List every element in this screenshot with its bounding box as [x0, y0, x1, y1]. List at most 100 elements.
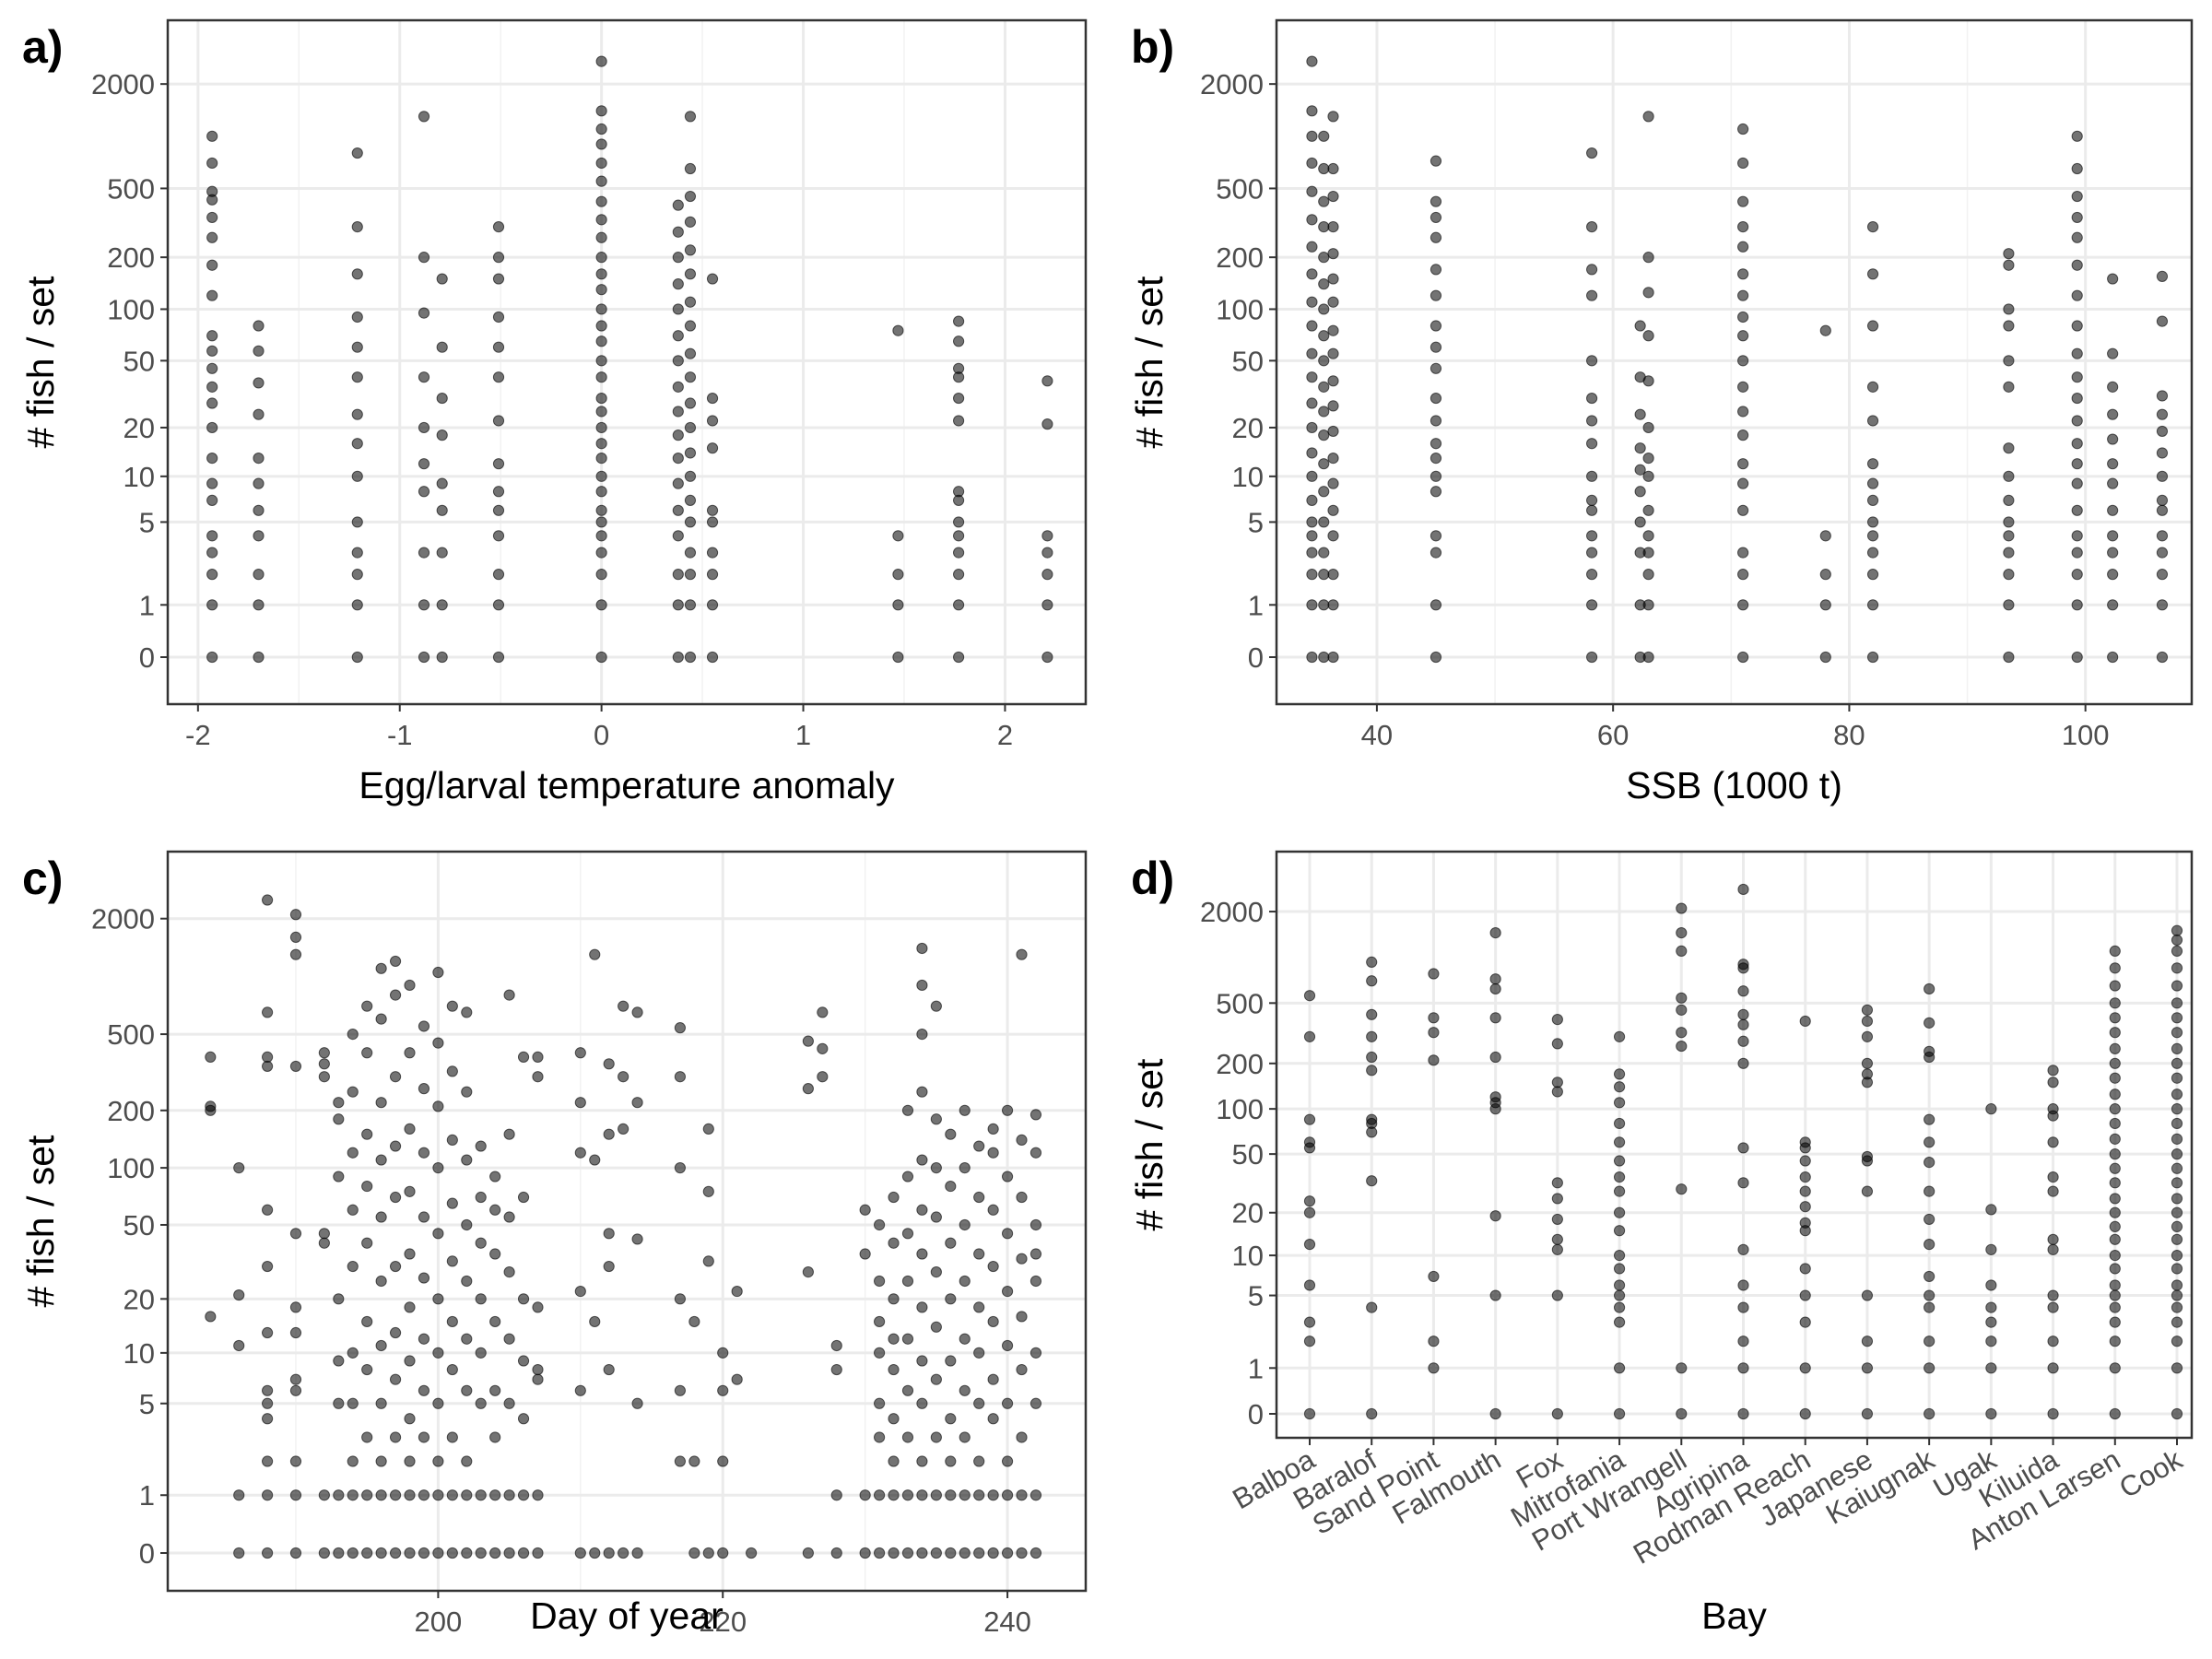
- data-point: [2071, 211, 2083, 224]
- data-point: [2171, 1335, 2183, 1347]
- data-point: [2171, 1133, 2183, 1145]
- data-point: [1428, 1270, 1440, 1283]
- data-point: [404, 1248, 416, 1260]
- data-point: [1737, 569, 1749, 581]
- data-point: [595, 157, 607, 170]
- data-point: [595, 303, 607, 315]
- data-point: [375, 1339, 387, 1352]
- y-tick-label: 10: [124, 461, 155, 493]
- data-point: [2047, 1301, 2059, 1313]
- x-tick-label: 1: [795, 719, 811, 751]
- data-point: [595, 105, 607, 117]
- data-point: [1430, 211, 1442, 224]
- data-point: [706, 516, 719, 528]
- data-point: [2171, 1301, 2183, 1313]
- panel-border: [166, 18, 1088, 706]
- data-point: [206, 547, 218, 559]
- data-point: [1489, 1012, 1501, 1024]
- data-point: [253, 569, 265, 581]
- data-point: [1318, 599, 1330, 611]
- data-point: [333, 1293, 345, 1305]
- data-point: [2003, 547, 2015, 559]
- data-point: [432, 1228, 444, 1240]
- data-point: [1924, 1213, 1936, 1226]
- data-point: [2071, 392, 2083, 405]
- data-point: [375, 962, 387, 974]
- data-point: [347, 1147, 359, 1159]
- data-point: [2107, 569, 2119, 581]
- data-point: [389, 1071, 402, 1083]
- data-point: [461, 1006, 473, 1018]
- data-point: [1303, 1195, 1316, 1207]
- data-point: [404, 1301, 416, 1313]
- data-point: [351, 341, 363, 353]
- data-point: [684, 244, 697, 256]
- data-point: [973, 1347, 985, 1359]
- data-point: [672, 330, 684, 342]
- data-point: [945, 1413, 957, 1425]
- data-point: [888, 1191, 900, 1204]
- data-point: [1430, 231, 1442, 243]
- data-point: [959, 1104, 971, 1116]
- data-point: [503, 1397, 515, 1409]
- data-point: [1861, 1004, 1874, 1016]
- data-point: [206, 345, 218, 357]
- data-point: [595, 355, 607, 367]
- data-point: [1799, 1316, 1811, 1328]
- data-point: [2171, 1057, 2183, 1069]
- data-point: [574, 1097, 586, 1109]
- data-point: [1428, 1054, 1440, 1066]
- data-point: [684, 162, 697, 175]
- data-point: [1985, 1407, 1997, 1420]
- data-point: [1016, 1134, 1028, 1146]
- data-point: [574, 1047, 586, 1059]
- data-point: [1676, 945, 1688, 957]
- data-point: [318, 1547, 330, 1559]
- data-point: [489, 1315, 501, 1328]
- data-point: [1924, 1407, 1936, 1420]
- data-point: [475, 1347, 487, 1359]
- data-point: [1306, 296, 1318, 308]
- data-point: [1430, 392, 1442, 405]
- data-point: [2109, 1407, 2121, 1420]
- y-tick-label: 5: [139, 1388, 155, 1420]
- data-point: [1428, 1027, 1440, 1039]
- points: [1303, 883, 2183, 1420]
- data-point: [1737, 330, 1749, 342]
- data-point: [2003, 320, 2015, 332]
- y-tick-label: 10: [1232, 1240, 1264, 1272]
- data-point: [318, 1047, 330, 1059]
- data-point: [589, 1154, 601, 1166]
- data-point: [1737, 1407, 1749, 1420]
- data-point: [517, 1191, 530, 1204]
- data-point: [1866, 530, 1879, 542]
- data-point: [1586, 547, 1598, 559]
- data-point: [475, 1397, 487, 1409]
- data-point: [1327, 425, 1339, 438]
- points: [205, 894, 1042, 1559]
- data-point: [1306, 470, 1318, 482]
- data-point: [873, 1397, 886, 1409]
- data-point: [1016, 1253, 1028, 1265]
- data-point: [2156, 425, 2169, 438]
- panel-b: 0 1 5 10 20 50 100 200 500 2000 40 60 80 100 SSB (1000…: [1128, 18, 2194, 806]
- data-point: [1318, 330, 1330, 342]
- data-point: [1327, 375, 1339, 387]
- data-point: [389, 1373, 402, 1385]
- data-point: [2171, 1289, 2183, 1301]
- data-point: [1737, 311, 1749, 324]
- data-point: [684, 397, 697, 409]
- data-point: [1030, 1397, 1042, 1409]
- data-point: [589, 948, 601, 960]
- data-point: [2047, 1077, 2059, 1088]
- data-point: [859, 1204, 871, 1216]
- data-point: [873, 1275, 886, 1288]
- data-point: [959, 1489, 971, 1501]
- data-point: [1737, 599, 1749, 611]
- data-point: [2107, 381, 2119, 393]
- data-point: [1586, 264, 1598, 276]
- data-point: [2071, 458, 2083, 470]
- data-point: [1642, 504, 1654, 516]
- data-point: [901, 1547, 914, 1559]
- data-point: [1924, 1045, 1936, 1057]
